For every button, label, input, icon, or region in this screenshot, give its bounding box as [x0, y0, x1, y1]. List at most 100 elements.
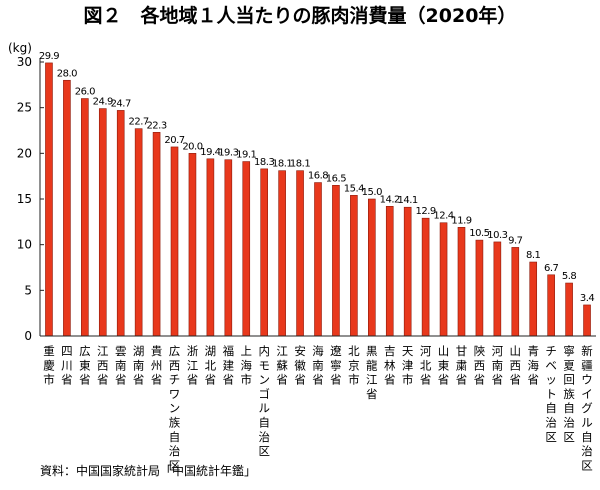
bar — [45, 62, 53, 337]
value-label: 20.7 — [164, 135, 184, 146]
bar — [368, 198, 376, 337]
x-tick-label: 広東省 — [79, 344, 91, 387]
bar — [385, 206, 394, 337]
value-label: 19.4 — [200, 147, 220, 158]
bar — [116, 110, 125, 337]
value-label: 15.0 — [362, 187, 382, 198]
x-tick-label: 青海省 — [527, 344, 539, 387]
value-label: 24.7 — [111, 98, 131, 109]
x-tick-label: 山西省 — [510, 344, 522, 387]
y-axis: 0 5 10 15 20 25 30 — [17, 55, 44, 343]
x-tick-label: 湖南省 — [133, 344, 145, 387]
bar — [170, 146, 179, 337]
x-tick-label: チベット自治区 — [545, 344, 557, 444]
bar — [152, 132, 161, 337]
x-tick-label: 陝西省 — [474, 344, 486, 387]
x-tick-label: 江蘇省 — [276, 344, 288, 387]
y-tick-label: 0 — [24, 329, 32, 343]
x-tick-label: 新疆ウイグル自治区 — [581, 344, 593, 472]
value-label: 5.8 — [562, 271, 577, 282]
bar — [134, 128, 143, 337]
value-label: 12.4 — [433, 211, 453, 222]
bar — [439, 222, 448, 337]
value-label: 28.0 — [57, 68, 77, 79]
bar — [565, 282, 573, 337]
value-label: 11.9 — [451, 215, 471, 226]
value-label: 15.4 — [344, 183, 364, 194]
value-label: 16.8 — [308, 171, 328, 182]
x-tick-label: 浙江省 — [187, 344, 199, 387]
y-axis-unit: (kg) — [8, 41, 32, 55]
bar — [421, 217, 430, 337]
x-tick-label: 黒龍江省 — [366, 344, 378, 401]
y-tick-label: 20 — [17, 146, 32, 160]
x-tick-label: 広西チワン族自治区 — [169, 344, 181, 472]
x-axis-labels: 重慶市四川省広東省江西省雲南省湖南省貴州省広西チワン族自治区浙江省湖北省福建省上… — [43, 344, 593, 472]
value-label: 20.0 — [182, 141, 202, 152]
bar — [475, 239, 484, 337]
x-tick-label: 寧夏回族自治区 — [563, 344, 575, 444]
value-label: 3.4 — [580, 293, 595, 304]
x-tick-label: 天津市 — [402, 344, 414, 387]
y-tick-label: 25 — [17, 101, 32, 115]
value-label: 18.1 — [290, 159, 310, 170]
bar — [242, 161, 251, 337]
x-tick-label: 遼寧省 — [330, 344, 342, 387]
bar — [278, 170, 286, 337]
value-labels: 29.9 28.0 26.024.924.7 22.722.3 20.720.019.4… — [39, 51, 595, 304]
value-label: 22.7 — [129, 117, 149, 128]
bar — [403, 206, 412, 337]
bar — [583, 304, 591, 337]
value-label: 10.5 — [469, 228, 489, 239]
y-tick-label: 5 — [24, 283, 32, 297]
bar — [511, 247, 520, 337]
x-tick-label: 吉林省 — [384, 344, 396, 387]
x-tick-label: 山東省 — [438, 344, 450, 387]
value-label: 12.9 — [415, 206, 435, 217]
value-label: 10.3 — [487, 230, 507, 241]
value-label: 29.9 — [39, 51, 59, 62]
bar — [547, 274, 555, 337]
bar — [206, 158, 215, 337]
bar — [63, 79, 71, 337]
bar — [224, 159, 233, 337]
value-label: 19.1 — [236, 150, 256, 161]
value-label: 14.2 — [380, 194, 400, 205]
bar — [81, 98, 89, 337]
x-tick-label: 河北省 — [420, 344, 432, 387]
x-tick-label: 上海市 — [241, 344, 253, 387]
value-label: 18.3 — [254, 157, 274, 168]
bar — [457, 227, 466, 337]
bar — [98, 108, 107, 337]
y-tick-label: 30 — [17, 55, 32, 69]
value-label: 22.3 — [146, 120, 166, 131]
bar — [332, 185, 340, 337]
value-label: 26.0 — [75, 87, 95, 98]
value-label: 19.3 — [218, 148, 238, 159]
bar — [314, 182, 322, 337]
bar — [350, 195, 358, 337]
x-tick-label: 重慶市 — [43, 344, 55, 387]
value-label: 9.7 — [508, 235, 523, 246]
x-tick-label: 北京市 — [348, 344, 360, 387]
x-tick-label: 甘粛省 — [456, 344, 468, 387]
x-tick-label: 海南省 — [312, 344, 324, 387]
x-tick-label: 内モンゴル自治区 — [258, 344, 270, 458]
x-tick-label: 湖北省 — [205, 344, 217, 387]
bar — [296, 170, 304, 337]
source-note: 資料：中国国家統計局「中国統計年鑑」 — [40, 463, 256, 478]
value-label: 8.1 — [526, 250, 541, 261]
bar — [260, 168, 268, 337]
x-tick-label: 河南省 — [492, 344, 504, 387]
x-tick-label: 江西省 — [97, 344, 109, 387]
value-label: 24.9 — [93, 97, 113, 108]
x-tick-label: 雲南省 — [115, 344, 127, 387]
bar — [188, 153, 197, 337]
y-tick-label: 15 — [17, 192, 32, 206]
value-label: 14.1 — [398, 195, 418, 206]
y-tick-label: 10 — [17, 238, 32, 252]
value-label: 18.1 — [272, 159, 292, 170]
x-tick-label: 貴州省 — [151, 344, 163, 387]
value-label: 16.5 — [326, 173, 346, 184]
